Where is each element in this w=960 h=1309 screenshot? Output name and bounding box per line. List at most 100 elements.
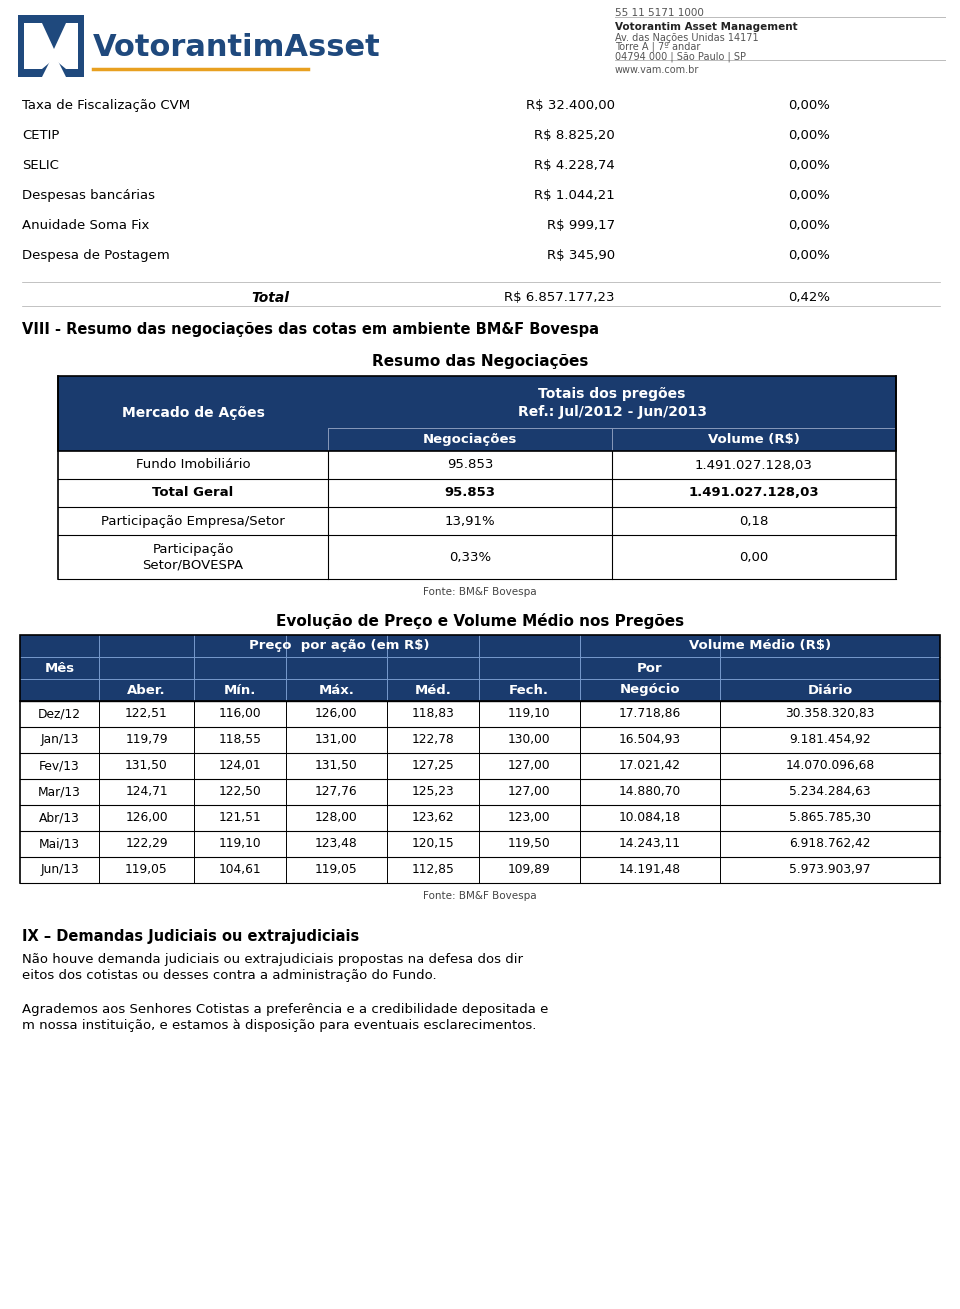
Text: 122,29: 122,29 — [125, 838, 168, 851]
Text: 118,83: 118,83 — [411, 707, 454, 720]
Text: 122,78: 122,78 — [411, 733, 454, 746]
Bar — [58, 452, 896, 479]
Text: 119,05: 119,05 — [125, 864, 168, 877]
Text: Volume Médio (R$): Volume Médio (R$) — [688, 640, 831, 652]
Text: 14.191,48: 14.191,48 — [619, 864, 681, 877]
Text: 5.865.785,30: 5.865.785,30 — [789, 812, 871, 825]
Text: Jan/13: Jan/13 — [40, 733, 79, 746]
Text: 1.491.027.128,03: 1.491.027.128,03 — [695, 458, 813, 471]
Text: Anuidade Soma Fix: Anuidade Soma Fix — [22, 219, 150, 232]
Text: Fonte: BM&F Bovespa: Fonte: BM&F Bovespa — [423, 586, 537, 597]
Text: 126,00: 126,00 — [125, 812, 168, 825]
Text: 122,51: 122,51 — [125, 707, 168, 720]
Text: Abr/13: Abr/13 — [39, 812, 80, 825]
Text: 0,00: 0,00 — [739, 551, 769, 563]
Text: Não houve demanda judiciais ou extrajudiciais propostas na defesa dos dir: Não houve demanda judiciais ou extrajudi… — [22, 953, 523, 966]
Text: Negociações: Negociações — [422, 433, 517, 446]
Text: Negócio: Negócio — [619, 683, 681, 696]
Text: R$ 999,17: R$ 999,17 — [547, 219, 615, 232]
Text: m nossa instituição, e estamos à disposição para eventuais esclarecimentos.: m nossa instituição, e estamos à disposi… — [22, 1018, 537, 1031]
Text: 0,00%: 0,00% — [788, 249, 830, 262]
Text: 1.491.027.128,03: 1.491.027.128,03 — [688, 487, 819, 500]
Text: Votorantim Asset Management: Votorantim Asset Management — [615, 22, 798, 31]
Text: Participação Empresa/Setor: Participação Empresa/Setor — [101, 514, 285, 528]
Text: 119,05: 119,05 — [315, 864, 358, 877]
Text: Total Geral: Total Geral — [153, 487, 233, 500]
Text: Preço  por ação (em R$): Preço por ação (em R$) — [250, 640, 430, 652]
Text: Fech.: Fech. — [509, 683, 549, 696]
Text: Taxa de Fiscalização CVM: Taxa de Fiscalização CVM — [22, 99, 190, 113]
Text: 30.358.320,83: 30.358.320,83 — [785, 707, 875, 720]
Text: 131,50: 131,50 — [125, 759, 168, 772]
Text: R$ 1.044,21: R$ 1.044,21 — [535, 188, 615, 202]
Text: Mês: Mês — [44, 661, 75, 674]
Text: 55 11 5171 1000: 55 11 5171 1000 — [615, 8, 704, 18]
Text: Fev/13: Fev/13 — [39, 759, 80, 772]
Text: 95.853: 95.853 — [444, 487, 495, 500]
Text: Mar/13: Mar/13 — [38, 785, 81, 798]
Text: 116,00: 116,00 — [219, 707, 261, 720]
Text: 131,50: 131,50 — [315, 759, 358, 772]
Text: 0,00%: 0,00% — [788, 158, 830, 171]
Text: 118,55: 118,55 — [218, 733, 261, 746]
Text: R$ 345,90: R$ 345,90 — [547, 249, 615, 262]
Text: 119,10: 119,10 — [508, 707, 550, 720]
Text: SELIC: SELIC — [22, 158, 59, 171]
Text: 123,00: 123,00 — [508, 812, 550, 825]
Text: 109,89: 109,89 — [508, 864, 551, 877]
Text: Agrademos aos Senhores Cotistas a preferência e a credibilidade depositada e: Agrademos aos Senhores Cotistas a prefer… — [22, 1003, 548, 1016]
Text: 126,00: 126,00 — [315, 707, 357, 720]
Text: 16.504,93: 16.504,93 — [619, 733, 681, 746]
Bar — [20, 635, 940, 702]
Text: R$ 6.857.177,23: R$ 6.857.177,23 — [505, 291, 615, 304]
Bar — [20, 779, 940, 805]
Text: VotorantimAsset: VotorantimAsset — [93, 33, 381, 62]
Text: Participação
Setor/BOVESPA: Participação Setor/BOVESPA — [142, 543, 244, 571]
Text: 125,23: 125,23 — [411, 785, 454, 798]
Text: eitos dos cotistas ou desses contra a administração do Fundo.: eitos dos cotistas ou desses contra a ad… — [22, 969, 437, 982]
Text: 130,00: 130,00 — [508, 733, 550, 746]
Text: 123,62: 123,62 — [412, 812, 454, 825]
Text: Dez/12: Dez/12 — [38, 707, 81, 720]
Text: 128,00: 128,00 — [315, 812, 358, 825]
Bar — [58, 507, 896, 535]
Text: 0,18: 0,18 — [739, 514, 769, 528]
Text: Volume (R$): Volume (R$) — [708, 433, 800, 446]
Text: Totais dos pregões: Totais dos pregões — [539, 387, 685, 401]
Text: 122,50: 122,50 — [219, 785, 261, 798]
Text: Méd.: Méd. — [415, 683, 451, 696]
Text: 127,00: 127,00 — [508, 785, 550, 798]
Text: Resumo das Negociações: Resumo das Negociações — [372, 353, 588, 369]
Text: 127,76: 127,76 — [315, 785, 357, 798]
Bar — [20, 753, 940, 779]
Text: Por: Por — [637, 661, 662, 674]
Text: 124,01: 124,01 — [219, 759, 261, 772]
Bar — [58, 376, 896, 452]
Text: 9.181.454,92: 9.181.454,92 — [789, 733, 871, 746]
Text: Torre A | 7º andar: Torre A | 7º andar — [615, 42, 701, 52]
Text: Ref.: Jul/2012 - Jun/2013: Ref.: Jul/2012 - Jun/2013 — [517, 404, 707, 419]
Text: Aber.: Aber. — [127, 683, 166, 696]
Text: Máx.: Máx. — [319, 683, 354, 696]
Text: 0,00%: 0,00% — [788, 130, 830, 141]
Bar — [20, 635, 940, 702]
Polygon shape — [24, 24, 78, 69]
Text: 04794 000 | São Paulo | SP: 04794 000 | São Paulo | SP — [615, 51, 746, 62]
Bar — [20, 831, 940, 857]
Text: 95.853: 95.853 — [446, 458, 493, 471]
Text: 0,00%: 0,00% — [788, 219, 830, 232]
Text: Fonte: BM&F Bovespa: Fonte: BM&F Bovespa — [423, 891, 537, 901]
Text: 14.880,70: 14.880,70 — [619, 785, 681, 798]
Bar — [58, 535, 896, 579]
Text: Mín.: Mín. — [224, 683, 256, 696]
Text: 10.084,18: 10.084,18 — [619, 812, 681, 825]
Text: 119,79: 119,79 — [125, 733, 168, 746]
Text: 123,48: 123,48 — [315, 838, 358, 851]
Text: 124,71: 124,71 — [125, 785, 168, 798]
Text: Mercado de Ações: Mercado de Ações — [122, 407, 264, 420]
Text: 119,10: 119,10 — [219, 838, 261, 851]
Text: 104,61: 104,61 — [219, 864, 261, 877]
Text: R$ 32.400,00: R$ 32.400,00 — [526, 99, 615, 113]
Text: 6.918.762,42: 6.918.762,42 — [789, 838, 871, 851]
Text: Jun/13: Jun/13 — [40, 864, 79, 877]
